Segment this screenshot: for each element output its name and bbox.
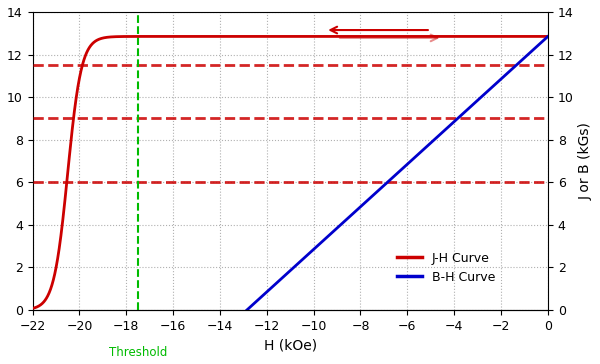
Y-axis label: J or B (kGs): J or B (kGs) (579, 122, 593, 200)
Text: Threshold: Threshold (109, 346, 167, 359)
Legend: J-H Curve, B-H Curve: J-H Curve, B-H Curve (392, 247, 500, 289)
X-axis label: H (kOe): H (kOe) (263, 338, 317, 352)
